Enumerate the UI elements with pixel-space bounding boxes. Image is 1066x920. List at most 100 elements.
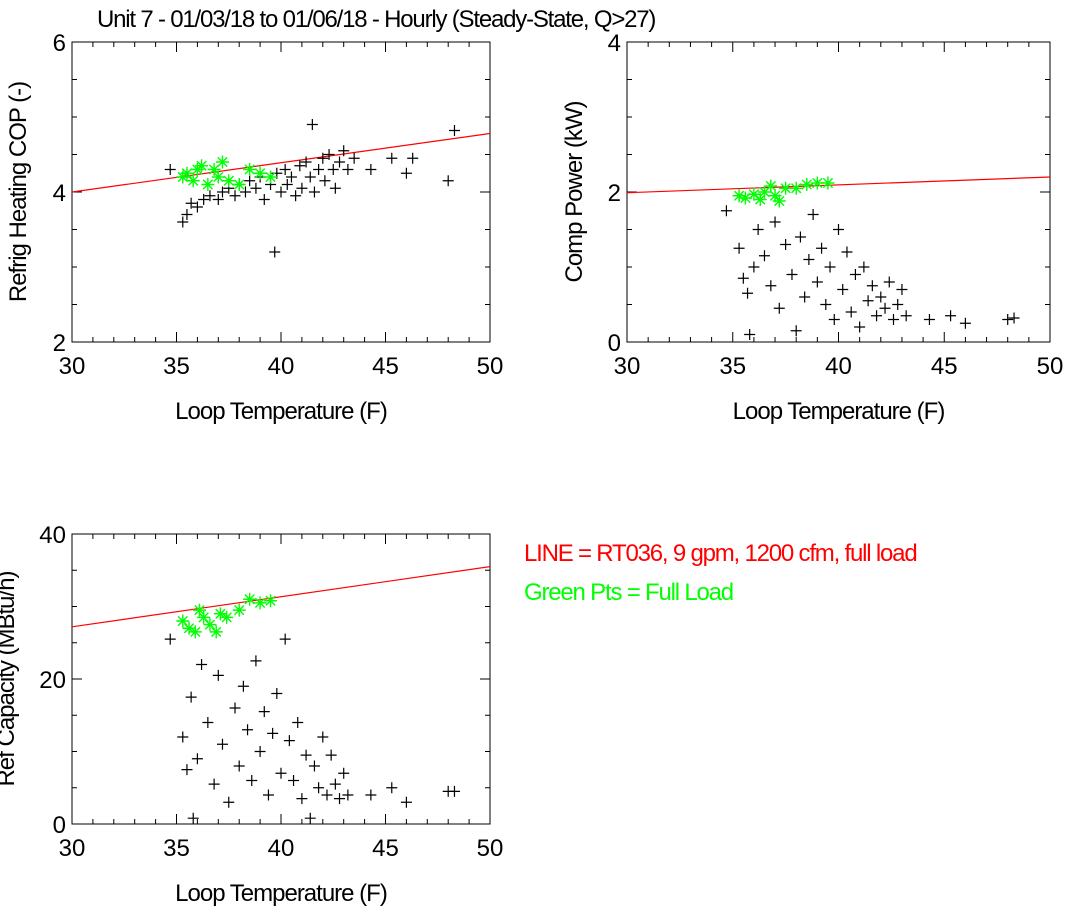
y-tick-label: 0 bbox=[53, 812, 66, 839]
data-point bbox=[828, 314, 840, 325]
data-point bbox=[250, 182, 262, 194]
y-tick-label: 0 bbox=[608, 330, 621, 357]
data-point bbox=[803, 254, 815, 265]
data-point bbox=[250, 655, 262, 667]
data-point bbox=[281, 179, 293, 190]
data-point bbox=[262, 789, 274, 801]
x-axis-title: Loop Temperature (F) bbox=[175, 398, 387, 425]
data-point bbox=[833, 224, 844, 235]
data-point bbox=[198, 194, 210, 205]
data-point bbox=[348, 152, 360, 164]
full-load-point bbox=[207, 163, 221, 176]
plot-area bbox=[72, 566, 490, 824]
full-load-point bbox=[747, 187, 761, 201]
full-load-point bbox=[772, 194, 786, 208]
data-point bbox=[342, 164, 354, 175]
data-point bbox=[945, 310, 957, 322]
full-load-point bbox=[201, 178, 215, 191]
data-point bbox=[752, 224, 764, 235]
full-load-point bbox=[800, 178, 814, 191]
y-tick-label: 6 bbox=[53, 30, 66, 57]
data-point bbox=[191, 753, 203, 765]
data-point bbox=[334, 793, 346, 805]
x-tick-label: 50 bbox=[477, 353, 504, 380]
data-point bbox=[304, 812, 316, 824]
data-point bbox=[794, 231, 806, 243]
data-point bbox=[879, 302, 891, 314]
data-point bbox=[181, 764, 193, 776]
data-point bbox=[773, 302, 785, 314]
data-point bbox=[1002, 314, 1014, 325]
plot-area bbox=[627, 176, 1050, 340]
data-point bbox=[400, 167, 412, 179]
data-point bbox=[811, 276, 823, 288]
data-point bbox=[290, 190, 302, 202]
data-point bbox=[748, 261, 760, 273]
data-point bbox=[242, 724, 254, 736]
data-point bbox=[317, 152, 329, 164]
full-load-point bbox=[192, 603, 206, 617]
full-load-point bbox=[220, 610, 234, 624]
full-load-point bbox=[182, 621, 196, 635]
data-point bbox=[308, 760, 320, 772]
data-point bbox=[300, 156, 312, 168]
data-point bbox=[765, 280, 777, 292]
data-point bbox=[758, 250, 770, 262]
x-tick-label: 40 bbox=[268, 835, 295, 862]
data-point bbox=[386, 152, 398, 164]
data-point bbox=[177, 731, 189, 743]
full-load-point bbox=[209, 625, 223, 639]
full-load-point bbox=[232, 178, 246, 191]
data-point bbox=[896, 284, 908, 295]
data-point bbox=[185, 691, 197, 703]
plot-area bbox=[72, 119, 490, 258]
data-point bbox=[271, 688, 283, 699]
y-axis-title: Ref Capacity (MBtu/h) bbox=[0, 571, 20, 786]
plot-frame bbox=[626, 41, 1051, 343]
full-load-point bbox=[779, 181, 793, 195]
data-point bbox=[191, 201, 203, 213]
plot-frame bbox=[71, 533, 491, 825]
data-point bbox=[786, 269, 798, 280]
data-point bbox=[269, 246, 281, 258]
legend-annotations: LINE = RT036, 9 gpm, 1200 cfm, full load… bbox=[524, 540, 918, 606]
data-point bbox=[790, 325, 802, 337]
x-axis-title: Loop Temperature (F) bbox=[733, 398, 945, 425]
x-tick-label: 30 bbox=[59, 835, 86, 862]
data-point bbox=[338, 767, 350, 779]
full-load-point bbox=[768, 189, 782, 203]
data-point bbox=[204, 190, 216, 202]
data-point bbox=[229, 190, 241, 202]
data-point bbox=[327, 164, 339, 175]
data-point bbox=[737, 272, 749, 284]
y-tick-label: 20 bbox=[39, 667, 66, 694]
full-load-point bbox=[211, 170, 225, 184]
data-point bbox=[216, 186, 228, 198]
full-load-point bbox=[789, 181, 803, 195]
data-point bbox=[317, 731, 329, 743]
data-point bbox=[246, 775, 258, 786]
y-axis-title: Refrig Heating COP (-) bbox=[5, 82, 32, 302]
full-load-point bbox=[180, 166, 194, 180]
data-point bbox=[313, 164, 325, 175]
x-tick-label: 45 bbox=[372, 353, 399, 380]
full-load-point bbox=[213, 607, 227, 621]
data-point bbox=[181, 209, 193, 220]
data-point bbox=[841, 246, 853, 258]
data-point bbox=[845, 306, 857, 318]
data-point bbox=[285, 171, 297, 183]
x-tick-label: 45 bbox=[931, 353, 958, 380]
comp-power-chart: 30 35 40 45 50 0 2 4 Loop Temperature (F) Comp Po… bbox=[561, 30, 1063, 425]
data-point bbox=[196, 659, 208, 670]
data-point bbox=[164, 164, 176, 175]
x-tick-label: 40 bbox=[268, 353, 295, 380]
data-point bbox=[365, 789, 377, 801]
full-load-point bbox=[810, 176, 824, 190]
data-point bbox=[400, 796, 412, 808]
data-point bbox=[887, 314, 899, 325]
data-point bbox=[386, 782, 398, 794]
full-load-point bbox=[738, 191, 752, 205]
x-tick-label: 50 bbox=[477, 835, 504, 862]
full-load-point bbox=[197, 610, 211, 624]
x-tick-label: 40 bbox=[825, 353, 852, 380]
